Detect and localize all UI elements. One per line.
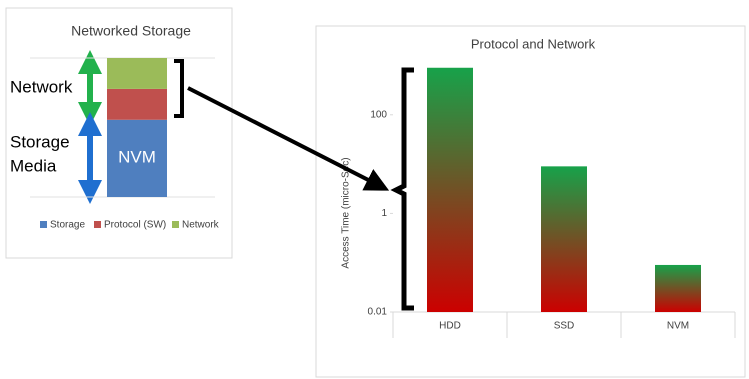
annotation: NVM: [118, 147, 156, 166]
legend-label: Network: [182, 220, 220, 231]
x-tick-label: NVM: [667, 321, 689, 332]
annotation: Media: [10, 156, 57, 175]
bar-segment: [107, 58, 167, 89]
left-title: Networked Storage: [71, 23, 191, 39]
bar-segment: [107, 119, 167, 197]
bar: [541, 166, 587, 312]
x-tick-label: SSD: [554, 321, 575, 332]
right-panel: [315, 25, 746, 378]
legend-swatch: [172, 221, 179, 228]
x-tick-label: HDD: [439, 321, 461, 332]
bar-segment: [107, 88, 167, 120]
annotation: Storage: [10, 132, 70, 151]
right-title: Protocol and Network: [471, 36, 596, 51]
legend-label: Storage: [50, 220, 85, 231]
bracket: [390, 67, 414, 311]
y-tick-label: 0.01: [368, 307, 388, 318]
legend-label: Protocol (SW): [104, 220, 166, 231]
bar: [427, 67, 473, 312]
annotation: Network: [10, 77, 73, 96]
y-axis-label: Access Time (micro-Sec): [341, 157, 352, 268]
arrow: [187, 86, 390, 191]
legend-swatch: [40, 221, 47, 228]
y-tick-label: 100: [370, 109, 387, 120]
y-tick-label: 1: [381, 208, 387, 219]
bracket: [174, 59, 184, 118]
legend-swatch: [94, 221, 101, 228]
bar: [655, 264, 701, 312]
